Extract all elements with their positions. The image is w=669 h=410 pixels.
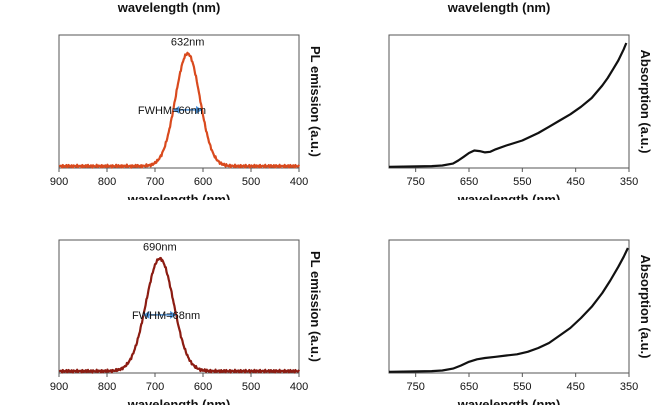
x-tick-label: 750	[406, 381, 424, 393]
panel-absorption-top: wavelength (nm) 350 450 550 650 750 wavelengt…	[349, 0, 669, 200]
chart-absorption-top: wavelength (nm) 350 450 550 650 750 wavelengt…	[388, 0, 653, 200]
top-label-left: wavelength (nm)	[447, 0, 551, 15]
series-line	[388, 42, 628, 168]
x-tick-label: 450	[566, 176, 584, 188]
x-tick-label: 350	[620, 381, 638, 393]
fwhm-arrowhead-left	[196, 105, 203, 114]
series-line	[58, 256, 300, 374]
fwhm-arrowhead-left	[170, 310, 177, 319]
top-label-right: wavelength (nm)	[117, 0, 221, 15]
x-tick-label: 900	[50, 381, 68, 393]
chart-pl-bottom: 400 500 600 700 800 900 wavelength (nm) PL emis…	[50, 239, 323, 405]
x-tick-label: 400	[290, 381, 308, 393]
x-tick-label: 400	[290, 176, 308, 188]
plot-frame	[388, 34, 630, 169]
series-line	[58, 51, 300, 169]
x-tick-label: 650	[460, 176, 478, 188]
plot-frame	[58, 34, 300, 169]
panel-pl-top: wavelength (nm) 400 500 600 700 800 900 wavele…	[19, 0, 339, 200]
peak-label: 632nm	[171, 37, 205, 49]
x-tick-label: 750	[406, 176, 424, 188]
x-tick-label: 600	[194, 176, 212, 188]
x-tick-label: 900	[50, 176, 68, 188]
x-tick-label: 550	[513, 176, 531, 188]
x-tick-label: 650	[460, 381, 478, 393]
fwhm-label: FWHM=68nm	[132, 310, 200, 322]
series-line	[388, 247, 629, 373]
fwhm-arrowhead-right	[143, 310, 150, 319]
y-axis-label: PL emission (a.u.)	[308, 251, 323, 362]
x-axis-label: wavelength (nm)	[457, 192, 561, 200]
x-tick-label: 450	[566, 381, 584, 393]
fwhm-label: FWHM=60nm	[138, 105, 206, 117]
y-axis-label: Absorption (a.u.)	[638, 50, 653, 154]
y-axis-label: Absorption (a.u.)	[638, 255, 653, 359]
x-tick-label: 700	[146, 176, 164, 188]
x-tick-label: 500	[242, 176, 260, 188]
fwhm-arrowhead-right	[173, 105, 180, 114]
panel-pl-bottom: 400 500 600 700 800 900 wavelength (nm) PL emis…	[19, 205, 339, 405]
x-tick-label: 700	[146, 381, 164, 393]
x-tick-label: 600	[194, 381, 212, 393]
x-tick-label: 800	[98, 381, 116, 393]
x-tick-label: 550	[513, 381, 531, 393]
x-tick-label: 800	[98, 176, 116, 188]
x-tick-label: 350	[620, 176, 638, 188]
x-axis-label: wavelength (nm)	[127, 192, 231, 200]
x-tick-label: 500	[242, 381, 260, 393]
plot-frame	[388, 239, 630, 374]
chart-pl-top: wavelength (nm) 400 500 600 700 800 900 wavele…	[50, 0, 323, 200]
plot-frame	[58, 239, 300, 374]
x-axis-label: wavelength (nm)	[127, 397, 231, 405]
panel-absorption-bottom: 350 450 550 650 750 wavelength (nm) Absorption…	[349, 205, 669, 405]
chart-absorption-bottom: 350 450 550 650 750 wavelength (nm) Absorption…	[388, 239, 653, 405]
y-axis-label: PL emission (a.u.)	[308, 46, 323, 157]
peak-label: 690nm	[143, 242, 177, 254]
x-axis-label: wavelength (nm)	[457, 397, 561, 405]
